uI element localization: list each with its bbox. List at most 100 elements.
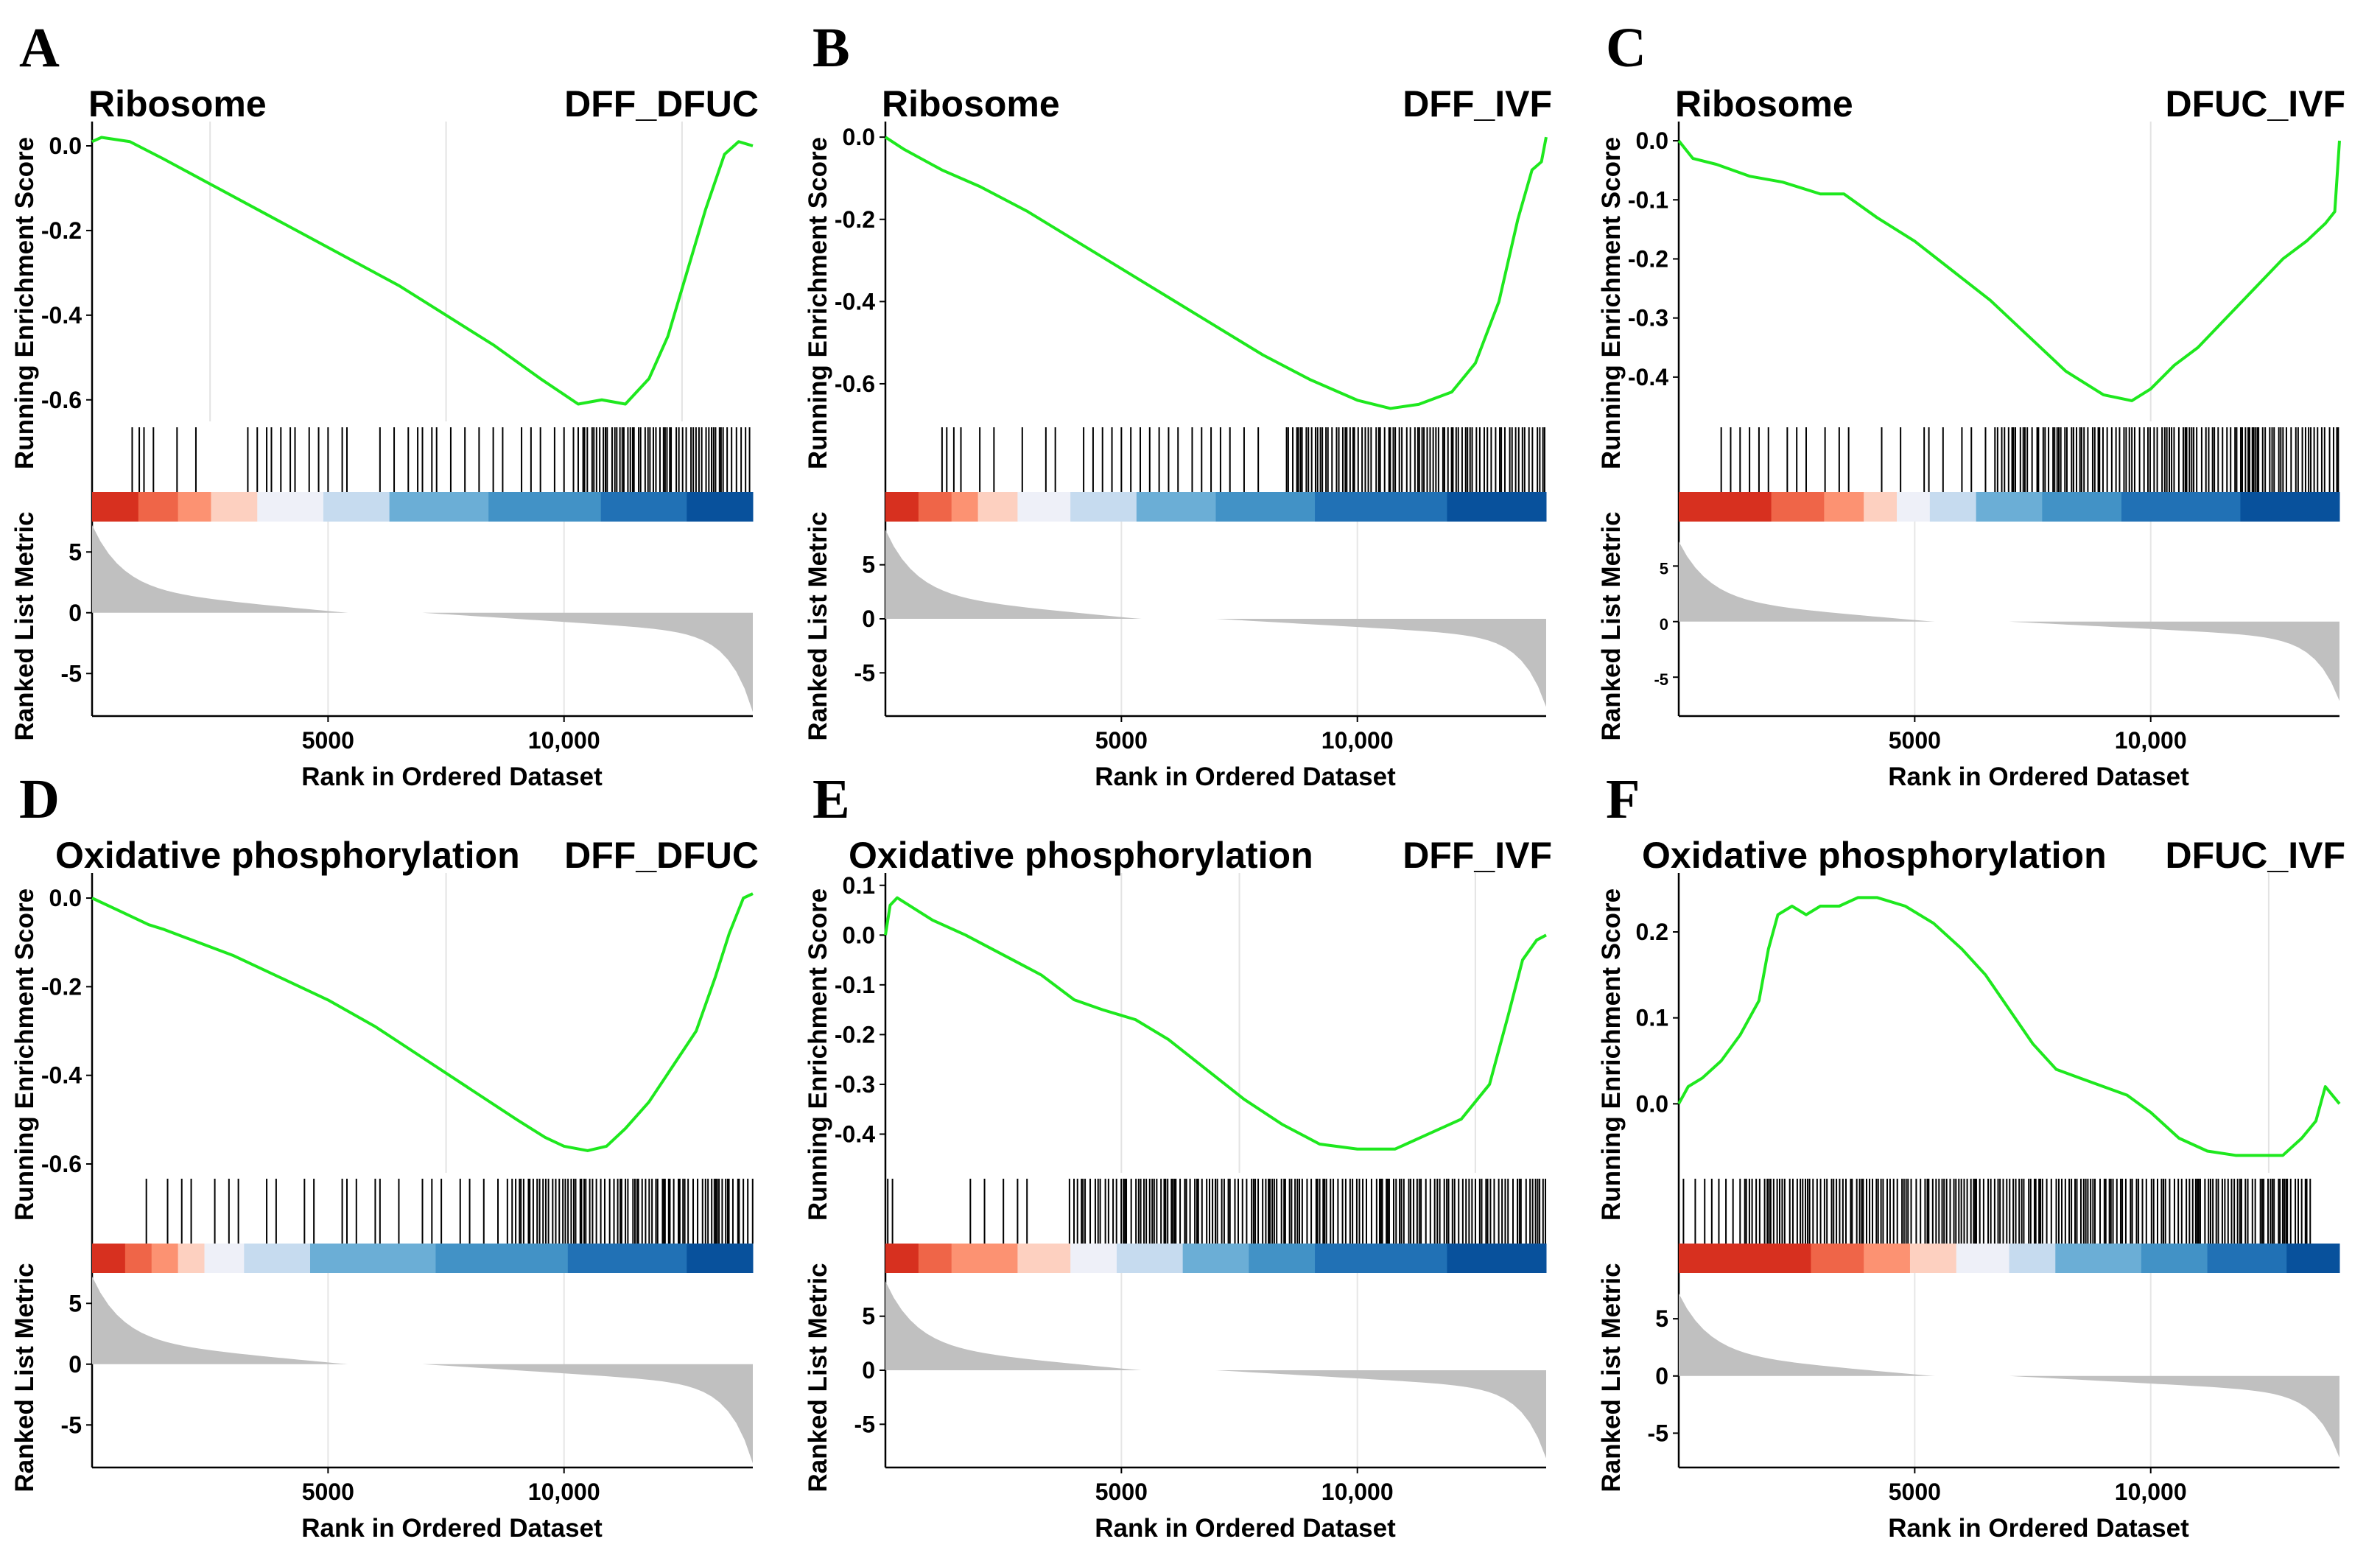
color-bar-segment — [151, 1244, 179, 1273]
enrichment-score-line — [91, 892, 754, 1152]
plot-title-set: Oxidative phosphorylation — [55, 835, 520, 876]
rank-color-bar — [1679, 492, 2340, 522]
x-tick-label: 10,000 — [1321, 1479, 1394, 1505]
color-bar-segment — [323, 492, 390, 522]
plot-title-set: Ribosome — [1675, 83, 1853, 125]
enrichment-score-line — [884, 136, 1548, 410]
color-bar-segment — [178, 1244, 205, 1273]
metric-tick-label: 0 — [862, 1357, 875, 1384]
panel-D: D Oxidative phosphorylation DFF_DFUC 0.0 -0.… — [10, 768, 759, 1543]
x-axis-label: Rank in Ordered Dataset — [1095, 762, 1396, 791]
es-tick-label: 0.0 — [1636, 127, 1668, 154]
es-tick-label: -0.1 — [1628, 186, 1668, 213]
es-tick-label: -0.1 — [835, 972, 875, 998]
metric-tick-label: -5 — [1648, 1420, 1668, 1446]
color-bar-segment — [178, 492, 211, 522]
es-tick-label: 0.1 — [843, 872, 875, 899]
color-bar-segment — [1909, 1244, 1957, 1273]
color-bar-segment — [310, 1244, 436, 1273]
color-bar-segment — [918, 492, 952, 522]
es-tick-label: -0.3 — [1628, 305, 1668, 332]
x-axis-label: Rank in Ordered Dataset — [1095, 1514, 1396, 1543]
panel-E: E Oxidative phosphorylation DFF_IVF 0.1 0.0 -… — [804, 768, 1552, 1543]
color-bar-segment — [244, 1244, 311, 1273]
es-y-axis-label: Running Enrichment Score — [10, 137, 39, 469]
color-bar-segment — [2207, 1244, 2287, 1273]
color-bar-segment — [687, 1244, 754, 1273]
metric-y-axis-label: Ranked List Metric — [10, 511, 39, 740]
x-axis-label: Rank in Ordered Dataset — [301, 762, 603, 791]
es-tick-label: 0.0 — [49, 133, 82, 159]
x-tick-label: 10,000 — [2115, 1479, 2187, 1505]
x-tick-label: 5000 — [1095, 727, 1148, 754]
x-tick-label: 5000 — [302, 1479, 354, 1505]
x-axis-label: Rank in Ordered Dataset — [1888, 762, 2189, 791]
metric-tick-label: 0 — [862, 606, 875, 632]
es-tick-label: -0.2 — [835, 1021, 875, 1048]
rank-color-bar — [885, 1244, 1547, 1273]
es-tick-label: -0.2 — [41, 973, 82, 1000]
color-bar-segment — [488, 492, 602, 522]
enrichment-score-line — [884, 896, 1547, 1151]
plot-title-set: Oxidative phosphorylation — [849, 835, 1313, 876]
color-bar-segment — [1447, 1244, 1547, 1273]
metric-tick-label: 0 — [1655, 1363, 1668, 1389]
plot-title-comparison: DFF_DFUC — [564, 835, 759, 876]
gene-hit-ticks — [887, 1179, 1547, 1244]
rank-color-bar — [885, 492, 1547, 522]
metric-tick-label: 5 — [862, 552, 875, 578]
ranked-metric-area — [1679, 541, 2339, 701]
color-bar-segment — [1315, 1244, 1447, 1273]
metric-tick-label: 5 — [69, 539, 82, 565]
panel-letter: B — [812, 17, 850, 79]
metric-tick-label: 0 — [69, 1351, 82, 1378]
color-bar-segment — [977, 492, 1018, 522]
panel-A: A Ribosome DFF_DFUC 0.0 -0.2 -0.4 -0.6Running … — [10, 17, 759, 791]
color-bar-segment — [1116, 1244, 1184, 1273]
es-tick-label: 0.0 — [843, 922, 875, 948]
gene-hit-ticks — [941, 427, 1545, 492]
color-bar-segment — [1182, 1244, 1249, 1273]
rank-color-bar — [1679, 1244, 2340, 1273]
color-bar-segment — [92, 1244, 126, 1273]
x-tick-label: 10,000 — [2115, 727, 2187, 754]
color-bar-segment — [1070, 492, 1137, 522]
plot-title-comparison: DFF_DFUC — [564, 83, 759, 125]
color-bar-segment — [1897, 492, 1931, 522]
enrichment-score-line — [91, 136, 754, 406]
metric-tick-label: -5 — [61, 1412, 82, 1438]
enrichment-score-line — [1677, 139, 2341, 402]
color-bar-segment — [1136, 492, 1216, 522]
plot-title-set: Ribosome — [88, 83, 267, 125]
es-y-axis-label: Running Enrichment Score — [804, 137, 832, 469]
es-y-axis-label: Running Enrichment Score — [10, 888, 39, 1221]
color-bar-segment — [2141, 1244, 2208, 1273]
color-bar-segment — [1929, 492, 1977, 522]
color-bar-segment — [951, 492, 979, 522]
color-bar-segment — [124, 1244, 152, 1273]
metric-tick-label: -5 — [61, 660, 82, 687]
es-tick-label: -0.6 — [41, 1151, 82, 1177]
panel-letter: A — [19, 17, 60, 79]
plot-title-comparison: DFF_IVF — [1403, 835, 1552, 876]
rank-color-bar — [92, 492, 754, 522]
x-tick-label: 10,000 — [1321, 727, 1394, 754]
ranked-metric-area — [1679, 1293, 2339, 1458]
gene-hit-ticks — [131, 427, 751, 492]
es-tick-label: -0.2 — [41, 217, 82, 244]
color-bar-segment — [1864, 492, 1898, 522]
plot-title-comparison: DFUC_IVF — [2166, 835, 2345, 876]
color-bar-segment — [1771, 492, 1825, 522]
color-bar-segment — [1679, 1244, 1811, 1273]
metric-y-axis-label: Ranked List Metric — [1597, 511, 1626, 740]
color-bar-segment — [2121, 492, 2241, 522]
metric-tick-label: 0 — [1660, 615, 1668, 634]
x-tick-label: 5000 — [1889, 727, 1941, 754]
es-tick-label: -0.4 — [41, 302, 82, 329]
color-bar-segment — [92, 492, 139, 522]
x-tick-label: 10,000 — [528, 1479, 600, 1505]
color-bar-segment — [1956, 1244, 2009, 1273]
color-bar-segment — [211, 492, 258, 522]
color-bar-segment — [1447, 492, 1547, 522]
color-bar-segment — [1864, 1244, 1911, 1273]
